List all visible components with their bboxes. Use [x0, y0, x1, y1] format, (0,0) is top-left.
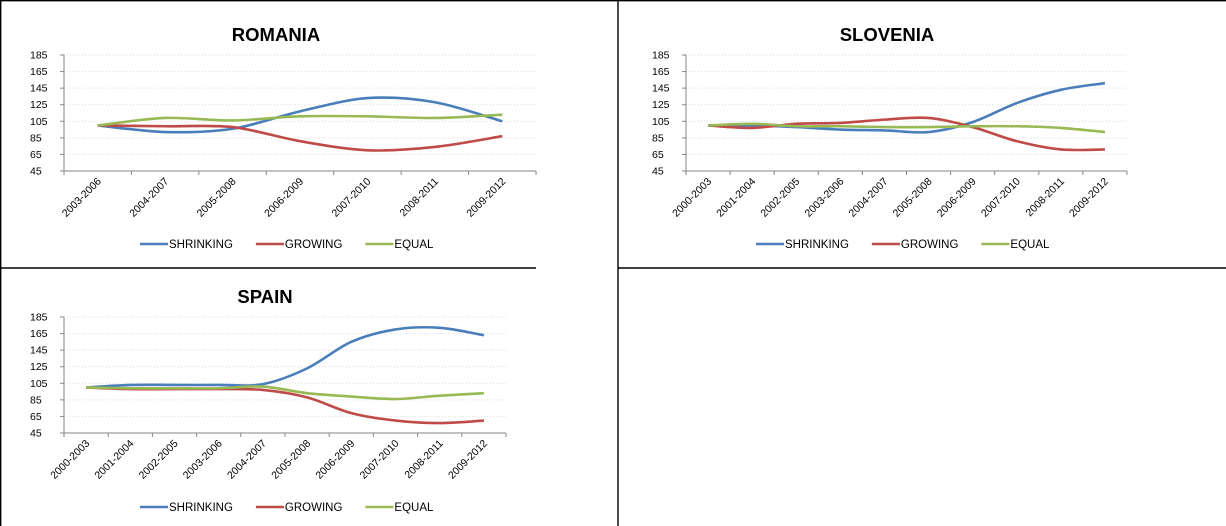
y-tick-label: 85 [30, 132, 42, 144]
legend-label: SHRINKING [169, 239, 233, 251]
x-tick-label: 2001-2004 [714, 176, 758, 220]
y-tick-label: 125 [30, 99, 48, 111]
y-tick-label: 165 [30, 328, 48, 340]
x-tick-label: 2008-2011 [398, 176, 442, 220]
y-tick-label: 65 [30, 149, 42, 161]
x-tick-label: 2007-2010 [330, 176, 374, 220]
legend-label: SHRINKING [785, 239, 849, 251]
x-tick-label: 2005-2008 [195, 176, 239, 220]
y-tick-label: 185 [30, 50, 48, 62]
y-tick-label: 105 [30, 116, 48, 128]
x-tick-label: 2008-2011 [402, 438, 446, 482]
y-tick-label: 45 [652, 166, 664, 178]
y-tick-label: 45 [30, 166, 42, 178]
x-tick-label: 2002-2005 [758, 176, 802, 220]
x-tick-label: 2003-2006 [181, 438, 225, 482]
legend-label: EQUAL [1010, 239, 1050, 251]
y-tick-label: 145 [30, 345, 48, 357]
series-line-equal [86, 385, 484, 401]
chart-panel-spain: SPAIN 45 65 85 105 125 145 165 185 2000-2003 2001-… [30, 286, 507, 514]
y-tick-label: 125 [30, 361, 48, 373]
x-tick-label: 2005-2008 [269, 438, 313, 482]
chart-title: SPAIN [237, 286, 292, 307]
x-tick-label: 2002-2005 [137, 438, 181, 482]
legend-label: EQUAL [394, 239, 434, 251]
x-tick-label: 2004-2007 [225, 438, 269, 482]
x-tick-label: 2003-2006 [60, 176, 104, 220]
legend-label: EQUAL [394, 502, 434, 514]
y-tick-label: 185 [30, 312, 48, 324]
y-tick-label: 145 [652, 83, 670, 95]
y-tick-label: 145 [30, 83, 48, 95]
y-tick-label: 45 [30, 428, 42, 440]
y-tick-label: 165 [652, 66, 670, 78]
chart-panel-romania: ROMANIA 45 65 85 105 125 145 165 185 2003-2006 200… [30, 24, 537, 251]
x-tick-label: 2004-2007 [127, 176, 171, 220]
x-tick-label: 2005-2008 [891, 176, 935, 220]
legend-label: GROWING [285, 502, 343, 514]
chart-title: SLOVENIA [840, 24, 935, 45]
x-tick-label: 2009-2012 [464, 176, 508, 220]
x-tick-label: 2000-2003 [48, 438, 92, 482]
y-tick-label: 85 [652, 132, 664, 144]
x-tick-label: 2007-2010 [979, 176, 1023, 220]
chart-title: ROMANIA [232, 24, 320, 45]
series-line-growing [86, 386, 484, 425]
series-line-growing [707, 116, 1105, 152]
y-tick-label: 105 [652, 116, 670, 128]
x-tick-label: 2006-2009 [935, 176, 979, 220]
x-tick-label: 2009-2012 [446, 438, 490, 482]
x-tick-label: 2001-2004 [92, 438, 136, 482]
y-tick-label: 65 [652, 149, 664, 161]
x-tick-label: 2009-2012 [1067, 176, 1111, 220]
legend: SHRINKING GROWING EQUAL [756, 239, 1050, 251]
legend-label: GROWING [901, 239, 959, 251]
x-tick-label: 2008-2011 [1024, 176, 1068, 220]
series-line-shrinking [86, 325, 485, 389]
x-tick-label: 2007-2010 [358, 438, 402, 482]
legend: SHRINKING GROWING EQUAL [140, 239, 434, 251]
y-tick-label: 65 [30, 411, 42, 423]
y-tick-label: 105 [30, 378, 48, 390]
legend: SHRINKING GROWING EQUAL [140, 502, 434, 514]
y-tick-label: 165 [30, 66, 48, 78]
x-tick-label: 2000-2003 [670, 176, 714, 220]
legend-label: GROWING [285, 239, 343, 251]
y-tick-label: 125 [652, 99, 670, 111]
y-tick-label: 185 [652, 50, 670, 62]
x-tick-label: 2004-2007 [847, 176, 891, 220]
x-tick-label: 2003-2006 [802, 176, 846, 220]
series-line-equal [708, 122, 1106, 134]
x-tick-label: 2006-2009 [313, 438, 357, 482]
series-line-growing [97, 124, 503, 152]
legend-label: SHRINKING [169, 502, 233, 514]
x-tick-label: 2006-2009 [262, 176, 306, 220]
y-tick-label: 85 [30, 394, 42, 406]
